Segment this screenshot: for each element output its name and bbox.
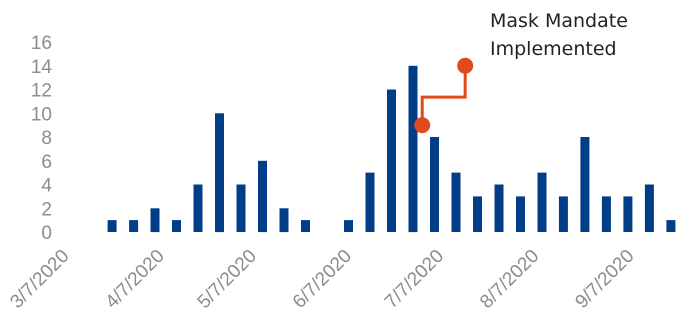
bar bbox=[666, 220, 676, 232]
bar bbox=[107, 220, 117, 232]
bars bbox=[107, 65, 676, 233]
annotation-connector bbox=[420, 65, 467, 126]
annotation-marker-start bbox=[414, 117, 431, 134]
annotation-label-line-1: Mask Mandate bbox=[490, 10, 628, 32]
y-tick-label: 14 bbox=[31, 57, 53, 78]
bar bbox=[580, 137, 590, 232]
bar bbox=[387, 89, 396, 232]
bar bbox=[129, 220, 139, 232]
y-tick-label: 12 bbox=[31, 81, 52, 102]
bar bbox=[537, 172, 547, 232]
bar bbox=[279, 208, 289, 233]
bar bbox=[601, 196, 611, 232]
x-tick-label: 4/7/2020 bbox=[102, 246, 169, 313]
x-axis-ticks: 3/7/2020 4/7/2020 5/7/2020 6/7/2020 7/7/2020… bbox=[6, 246, 638, 313]
bar bbox=[344, 220, 353, 232]
x-tick-label: 3/7/2020 bbox=[6, 246, 73, 313]
bar bbox=[516, 196, 525, 232]
y-tick-label: 4 bbox=[41, 176, 52, 197]
bar bbox=[258, 160, 267, 233]
y-tick-label: 8 bbox=[41, 128, 52, 149]
bar bbox=[623, 196, 633, 232]
x-tick-label: 6/7/2020 bbox=[289, 246, 356, 313]
bar bbox=[365, 172, 375, 232]
bar bbox=[193, 184, 203, 232]
x-tick-label: 5/7/2020 bbox=[194, 246, 261, 313]
annotation-marker-end bbox=[457, 57, 474, 74]
bar bbox=[236, 184, 246, 232]
y-tick-label: 10 bbox=[31, 104, 52, 125]
bar bbox=[301, 220, 310, 232]
bar bbox=[150, 208, 160, 233]
bar bbox=[644, 184, 654, 232]
y-tick-label: 16 bbox=[31, 33, 52, 54]
x-tick-label: 8/7/2020 bbox=[476, 246, 543, 313]
annotation-label-line-2: Implemented bbox=[490, 38, 617, 60]
bar bbox=[494, 184, 504, 232]
mask-mandate-annotation: Mask Mandate Implemented bbox=[414, 10, 628, 134]
y-tick-label: 0 bbox=[41, 223, 52, 244]
bar bbox=[473, 196, 482, 232]
x-tick-label: 9/7/2020 bbox=[571, 246, 638, 313]
y-tick-label: 2 bbox=[41, 199, 52, 220]
bar bbox=[451, 172, 461, 232]
bar bbox=[408, 65, 418, 233]
bar bbox=[215, 113, 224, 233]
y-tick-label: 6 bbox=[41, 152, 52, 173]
bar bbox=[558, 196, 568, 232]
x-tick-label: 7/7/2020 bbox=[381, 246, 448, 313]
bar bbox=[430, 137, 439, 232]
bar bbox=[172, 220, 181, 232]
